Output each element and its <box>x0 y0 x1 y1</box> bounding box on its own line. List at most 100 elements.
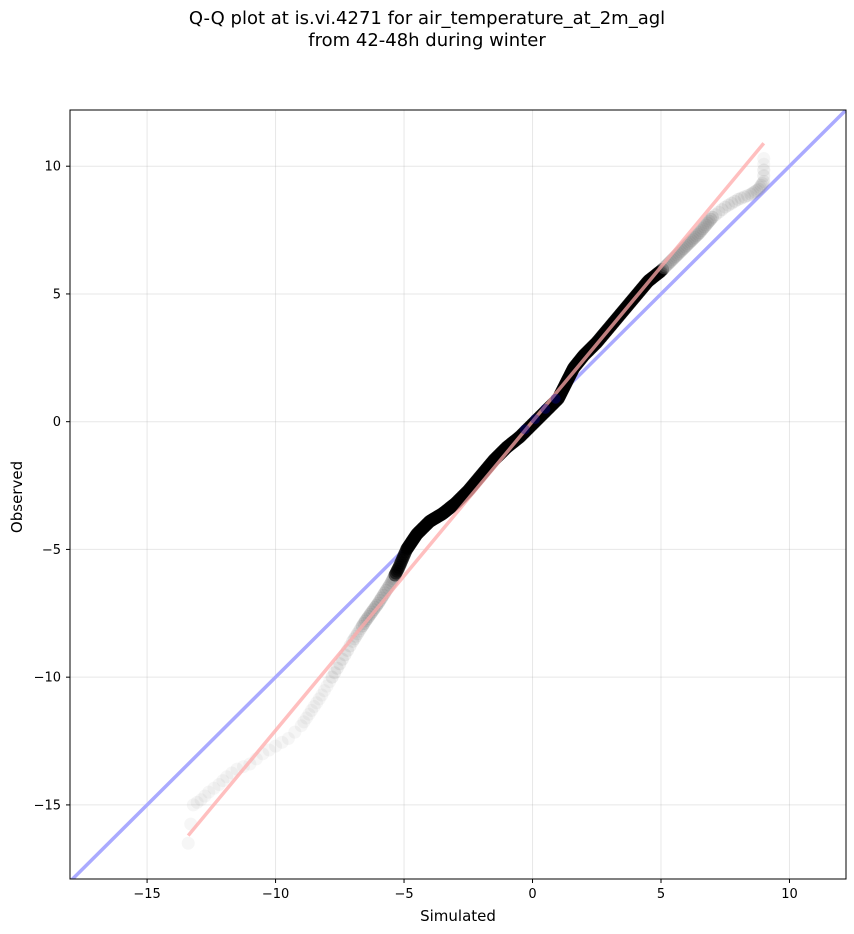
data-point <box>281 731 295 745</box>
data-point <box>709 208 723 222</box>
data-point <box>181 836 195 850</box>
data-point <box>294 719 308 733</box>
data-point <box>734 191 748 205</box>
data-point <box>198 789 212 803</box>
data-point <box>721 198 735 212</box>
data-point <box>752 182 766 196</box>
data-point <box>328 666 342 680</box>
data-point <box>694 224 708 238</box>
data-point <box>755 176 769 190</box>
y-tick-label: 5 <box>53 287 61 302</box>
fit-line <box>186 142 766 837</box>
x-tick-label: 0 <box>528 887 536 902</box>
x-tick-label: −5 <box>394 887 413 902</box>
data-point <box>262 743 276 757</box>
data-point <box>307 700 321 714</box>
data-point <box>207 781 221 795</box>
center-point <box>530 414 541 425</box>
data-point <box>757 157 771 171</box>
data-point <box>194 793 208 807</box>
data-point <box>297 715 311 729</box>
data-point <box>333 657 347 671</box>
data-point <box>728 194 742 208</box>
y-tick-label: 0 <box>53 415 61 430</box>
data-point <box>299 711 313 725</box>
data-point <box>220 770 234 784</box>
data-point <box>317 684 331 698</box>
data-point <box>741 189 755 203</box>
data-point <box>691 227 705 241</box>
data-point <box>302 707 316 721</box>
data-point <box>323 675 337 689</box>
data-point <box>744 187 758 201</box>
data-point <box>190 795 204 809</box>
data-point <box>688 230 702 244</box>
data-point <box>371 596 385 610</box>
plot-frame <box>69 109 847 880</box>
data-point <box>683 235 697 249</box>
y-tick-label: −5 <box>42 543 61 558</box>
data-points <box>181 142 771 850</box>
data-point <box>696 222 710 236</box>
y-tick-label: −15 <box>34 798 61 813</box>
x-tick-label: 5 <box>657 887 665 902</box>
data-point <box>757 175 771 189</box>
center-point <box>540 403 551 414</box>
data-point <box>738 190 752 204</box>
data-point <box>330 661 344 675</box>
y-axis-label: Observed <box>8 461 26 533</box>
data-point <box>754 178 768 192</box>
data-point <box>704 212 718 226</box>
data-point <box>702 214 716 228</box>
center-point <box>550 393 561 404</box>
y-tick-label: −10 <box>34 671 61 686</box>
data-point <box>305 703 319 717</box>
y-axis-ticks: −15 −10 −5 0 5 10 <box>34 160 70 813</box>
data-point <box>748 185 762 199</box>
x-axis-ticks: −15 −10 −5 0 5 10 <box>133 879 798 902</box>
data-point <box>757 163 771 177</box>
data-point <box>718 200 732 214</box>
data-point <box>312 692 326 706</box>
data-point <box>346 634 360 648</box>
x-axis-label: Simulated <box>420 907 496 925</box>
data-point <box>757 169 771 183</box>
data-point <box>275 735 289 749</box>
center-point <box>519 424 530 435</box>
data-point <box>693 226 707 240</box>
data-point <box>212 777 226 791</box>
y-tick-label: 10 <box>44 160 61 175</box>
data-point <box>186 798 200 812</box>
data-point <box>320 679 334 693</box>
data-point <box>216 774 230 788</box>
data-point <box>705 210 719 224</box>
data-point <box>697 220 711 234</box>
chart-title-line-1: Q-Q plot at is.vi.4271 for air_temperatu… <box>188 8 666 29</box>
data-point <box>315 688 329 702</box>
data-point <box>370 598 384 612</box>
data-point <box>750 183 764 197</box>
data-point <box>746 186 760 200</box>
data-point <box>225 766 239 780</box>
data-point <box>757 152 771 166</box>
data-point <box>731 192 745 206</box>
data-point <box>712 205 726 219</box>
data-point <box>686 232 700 246</box>
data-point <box>202 785 216 799</box>
data-point <box>373 594 387 608</box>
data-point <box>288 725 302 739</box>
x-tick-label: −15 <box>133 887 160 902</box>
data-point <box>701 216 715 230</box>
x-tick-label: −10 <box>262 887 289 902</box>
data-point <box>269 739 283 753</box>
data-point <box>310 696 324 710</box>
data-point <box>725 196 739 210</box>
data-point <box>685 234 699 248</box>
x-tick-label: 10 <box>781 887 798 902</box>
data-point <box>325 670 339 684</box>
chart-title-line-2: from 42-48h during winter <box>308 30 546 51</box>
grid-lines <box>70 110 846 879</box>
data-point <box>753 180 767 194</box>
data-point <box>699 218 713 232</box>
